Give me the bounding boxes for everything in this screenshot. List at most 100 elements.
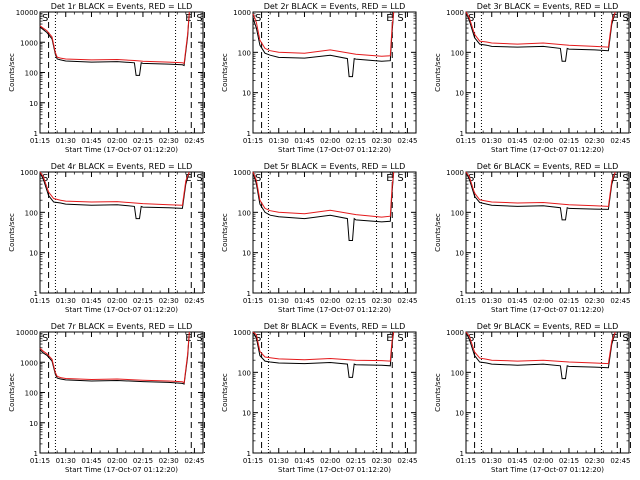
chart-title: Det 6r BLACK = Events, RED = LLD	[477, 162, 619, 171]
y-tick-label: 1	[247, 290, 251, 298]
plot-frame	[39, 11, 204, 134]
y-tick-label: 10000	[16, 9, 38, 17]
x-tick-label: 02:30	[585, 457, 605, 465]
y-tick-label: 1000	[233, 169, 251, 177]
chart-panel: Det 2r BLACK = Events, RED = LLD 1 10 100 10…	[221, 2, 418, 154]
y-tick-label: 1	[460, 130, 464, 138]
x-tick-label: 02:45	[184, 297, 204, 305]
x-tick-label: 02:00	[107, 457, 127, 465]
y-tick-label: 10	[455, 90, 464, 98]
y-tick-label: 1	[247, 130, 251, 138]
x-tick-label: 02:30	[585, 137, 605, 145]
plot-frame	[465, 331, 630, 454]
x-tick-label: 01:30	[482, 137, 502, 145]
x-tick-label: 02:45	[184, 457, 204, 465]
y-tick-label: 10	[29, 100, 38, 108]
x-tick-label: 01:15	[243, 137, 263, 145]
start-marker-label: S	[255, 173, 261, 184]
y-axis-label: Counts/sec	[8, 373, 16, 412]
y-tick-label: 1	[247, 450, 251, 458]
x-tick-label: 02:15	[559, 137, 579, 145]
y-tick-label: 10	[455, 410, 464, 418]
y-tick-label: 10	[455, 250, 464, 258]
x-tick-label: 01:15	[30, 137, 50, 145]
chart-panel: Det 4r BLACK = Events, RED = LLD 1 10 100 10…	[8, 162, 205, 314]
x-axis-label: Start Time (17-Oct-07 01:12:20)	[491, 306, 604, 314]
y-tick-label: 10000	[16, 329, 38, 337]
x-tick-label: 01:30	[482, 297, 502, 305]
y-tick-label: 1	[460, 450, 464, 458]
x-tick-label: 01:30	[482, 457, 502, 465]
events-series-line	[465, 171, 616, 221]
end-marker-label: E	[386, 333, 392, 344]
y-tick-label: 1000	[446, 169, 464, 177]
lld-series-line	[465, 331, 616, 365]
start-marker-label: S	[196, 333, 202, 344]
chart-panel: Det 6r BLACK = Events, RED = LLD 1 10 100 10…	[434, 162, 631, 314]
x-tick-label: 02:00	[533, 297, 553, 305]
x-tick-label: 01:30	[56, 297, 76, 305]
y-tick-label: 100	[451, 49, 464, 57]
chart-panel: Det 1r BLACK = Events, RED = LLD 1 10 100 10…	[8, 2, 205, 154]
x-tick-label: 02:30	[585, 297, 605, 305]
start-marker-label: S	[468, 333, 474, 344]
y-tick-label: 10	[29, 420, 38, 428]
x-tick-label: 02:30	[159, 457, 179, 465]
events-series-line	[39, 171, 190, 220]
x-tick-label: 02:00	[107, 297, 127, 305]
y-tick-label: 10	[242, 250, 251, 258]
chart-panel: Det 7r BLACK = Events, RED = LLD 1 10 100 10…	[8, 322, 205, 474]
x-tick-label: 02:00	[320, 137, 340, 145]
x-tick-label: 01:45	[81, 297, 101, 305]
y-axis-label: Counts/sec	[221, 213, 229, 252]
x-axis-label: Start Time (17-Oct-07 01:12:20)	[491, 466, 604, 474]
x-tick-label: 01:45	[507, 137, 527, 145]
y-tick-label: 10	[29, 250, 38, 258]
x-tick-label: 02:45	[397, 457, 417, 465]
x-tick-label: 02:45	[184, 137, 204, 145]
start-marker-label: S	[622, 173, 628, 184]
x-tick-label: 02:15	[559, 457, 579, 465]
start-marker-label: S	[42, 13, 48, 24]
x-tick-label: 02:30	[372, 297, 392, 305]
x-tick-label: 01:30	[56, 457, 76, 465]
events-series-line	[252, 331, 395, 378]
x-tick-label: 01:15	[243, 457, 263, 465]
x-tick-label: 01:45	[294, 137, 314, 145]
y-tick-label: 1000	[20, 359, 38, 367]
plot-frame	[465, 11, 630, 134]
x-tick-label: 02:15	[559, 297, 579, 305]
x-tick-label: 01:15	[456, 457, 476, 465]
start-marker-label: S	[397, 333, 403, 344]
x-tick-label: 02:00	[320, 297, 340, 305]
x-axis-label: Start Time (17-Oct-07 01:12:20)	[65, 306, 178, 314]
events-series-line	[252, 11, 395, 78]
end-marker-label: E	[611, 173, 617, 184]
start-marker-label: S	[468, 13, 474, 24]
x-tick-label: 01:15	[456, 297, 476, 305]
end-marker-label: E	[611, 333, 617, 344]
chart-panel: Det 9r BLACK = Events, RED = LLD 1 10 100 10…	[434, 322, 631, 474]
x-tick-label: 02:15	[133, 297, 153, 305]
x-tick-label: 01:30	[56, 137, 76, 145]
x-tick-label: 02:45	[610, 297, 630, 305]
x-tick-label: 01:45	[507, 297, 527, 305]
x-axis-label: Start Time (17-Oct-07 01:12:20)	[278, 466, 391, 474]
lld-series-line	[465, 11, 616, 48]
y-axis-label: Counts/sec	[434, 53, 442, 92]
y-tick-label: 1000	[446, 9, 464, 17]
x-tick-label: 01:30	[269, 137, 289, 145]
lld-series-line	[39, 331, 190, 384]
start-marker-label: S	[397, 13, 403, 24]
x-tick-label: 02:00	[533, 137, 553, 145]
chart-title: Det 8r BLACK = Events, RED = LLD	[264, 322, 406, 331]
end-marker-label: E	[386, 13, 392, 24]
x-tick-label: 02:45	[397, 297, 417, 305]
chart-title: Det 3r BLACK = Events, RED = LLD	[477, 2, 619, 11]
y-tick-label: 100	[238, 369, 251, 377]
chart-title: Det 7r BLACK = Events, RED = LLD	[51, 322, 193, 331]
x-tick-label: 02:00	[533, 457, 553, 465]
x-tick-label: 02:15	[346, 297, 366, 305]
events-series-line	[465, 11, 616, 62]
